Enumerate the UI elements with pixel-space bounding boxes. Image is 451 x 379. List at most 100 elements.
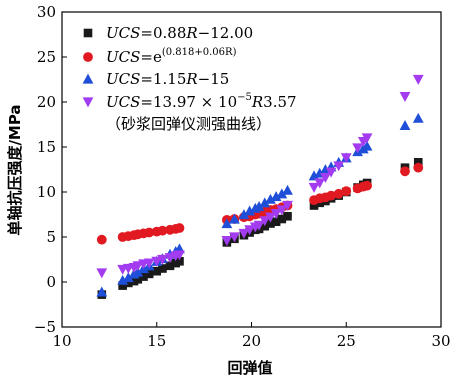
data-point	[132, 266, 144, 277]
y-tick-label: 10	[37, 183, 56, 201]
data-point	[333, 188, 344, 199]
legend-text-part: =13.97 × 10	[140, 93, 237, 111]
data-point	[143, 258, 155, 269]
data-point	[96, 268, 108, 279]
data-point	[412, 112, 424, 123]
data-point	[139, 272, 148, 281]
data-point	[229, 213, 240, 224]
data-point	[283, 212, 292, 221]
data-point	[413, 158, 423, 167]
data-point	[144, 227, 155, 238]
legend-text-part: −15	[198, 70, 230, 88]
legend-marker-3	[82, 73, 94, 84]
data-point	[253, 220, 265, 231]
data-point	[244, 225, 255, 236]
legend-label-3: UCS=1.15R−15	[106, 70, 229, 88]
y-tick-label: 0	[46, 273, 56, 291]
data-point	[326, 190, 336, 201]
legend-superscript: −5	[237, 92, 252, 103]
data-point	[265, 193, 276, 204]
data-point	[282, 200, 293, 211]
data-point	[117, 274, 129, 285]
data-point	[413, 162, 424, 173]
data-point	[118, 281, 127, 290]
data-point	[174, 223, 185, 233]
legend-label-2: UCS=e(0.818+0.06R)	[106, 47, 237, 66]
legend-label-4: UCS=13.97 × 10−5R3.57	[106, 92, 297, 111]
data-point	[253, 201, 265, 211]
legend-marker-4	[82, 97, 94, 108]
data-point	[309, 201, 319, 210]
data-point	[157, 225, 168, 236]
data-point	[325, 167, 337, 178]
legend-text-part: =e	[140, 48, 162, 66]
data-point	[271, 217, 281, 226]
data-point	[158, 264, 167, 273]
data-point	[244, 205, 255, 216]
data-point	[124, 278, 133, 288]
data-point	[152, 266, 162, 276]
legend-text-part: =1.15	[140, 70, 186, 88]
y-tick-label: 30	[37, 3, 56, 21]
axis-ticks: 10 15 20 25 30 −5 0 5 10 15 20 25 30	[34, 3, 451, 350]
data-point	[238, 209, 250, 220]
data-point	[122, 272, 134, 283]
data-point	[333, 161, 345, 172]
legend-text-part: R	[185, 24, 197, 42]
y-tick-label: −5	[34, 318, 56, 336]
data-point	[266, 219, 275, 228]
legend-text-part: UCS	[106, 48, 140, 66]
data-point	[144, 269, 154, 279]
data-point	[174, 250, 185, 261]
data-point	[270, 209, 282, 219]
legend-text-part: −12.00	[198, 24, 254, 42]
data-point	[362, 180, 372, 191]
data-point	[133, 275, 143, 284]
legend-superscript: (0.818+0.06R)	[162, 47, 237, 58]
legend-text-part: R	[185, 70, 197, 88]
legend-marker-2	[83, 52, 93, 62]
data-point	[314, 178, 326, 189]
data-point	[399, 120, 411, 130]
data-point	[260, 221, 270, 231]
series-4	[96, 74, 424, 279]
data-point	[412, 74, 424, 85]
data-point	[238, 228, 250, 239]
data-point	[361, 140, 373, 151]
legend-text-part: UCS	[106, 70, 140, 88]
legend-text-part: UCS	[106, 24, 140, 42]
data-point	[96, 286, 108, 297]
data-point	[341, 186, 352, 197]
legend: UCS=0.88R−12.00UCS=e(0.818+0.06R)UCS=1.1…	[82, 24, 297, 133]
data-point	[361, 133, 373, 144]
x-tick-label: 30	[431, 332, 450, 350]
x-tick-label: 25	[337, 332, 356, 350]
x-tick-label: 20	[242, 332, 261, 350]
data-point	[276, 205, 288, 216]
series-3	[96, 112, 424, 297]
x-tick-label: 15	[147, 332, 166, 350]
data-point	[229, 232, 240, 243]
x-tick-label: 10	[52, 332, 71, 350]
y-axis-title: 单轴抗压强度/MPa	[6, 104, 24, 235]
y-tick-label: 15	[37, 138, 56, 156]
data-point	[320, 173, 331, 183]
legend-text-part: R	[251, 93, 263, 111]
data-point	[400, 166, 410, 177]
data-point	[340, 153, 352, 164]
data-point	[221, 218, 233, 229]
legend-text-part: UCS	[106, 93, 140, 111]
data-point	[265, 212, 276, 223]
y-tick-label: 5	[46, 228, 56, 246]
data-point	[259, 197, 271, 208]
data-point	[308, 170, 320, 181]
data-point	[352, 143, 363, 154]
legend-text-part: =0.88	[140, 24, 186, 42]
data-point	[282, 184, 293, 195]
data-point	[157, 254, 168, 265]
data-point	[276, 188, 288, 199]
legend-text-part: 3.57	[263, 93, 296, 111]
legend-marker-1	[83, 28, 93, 38]
data-point	[165, 261, 175, 271]
